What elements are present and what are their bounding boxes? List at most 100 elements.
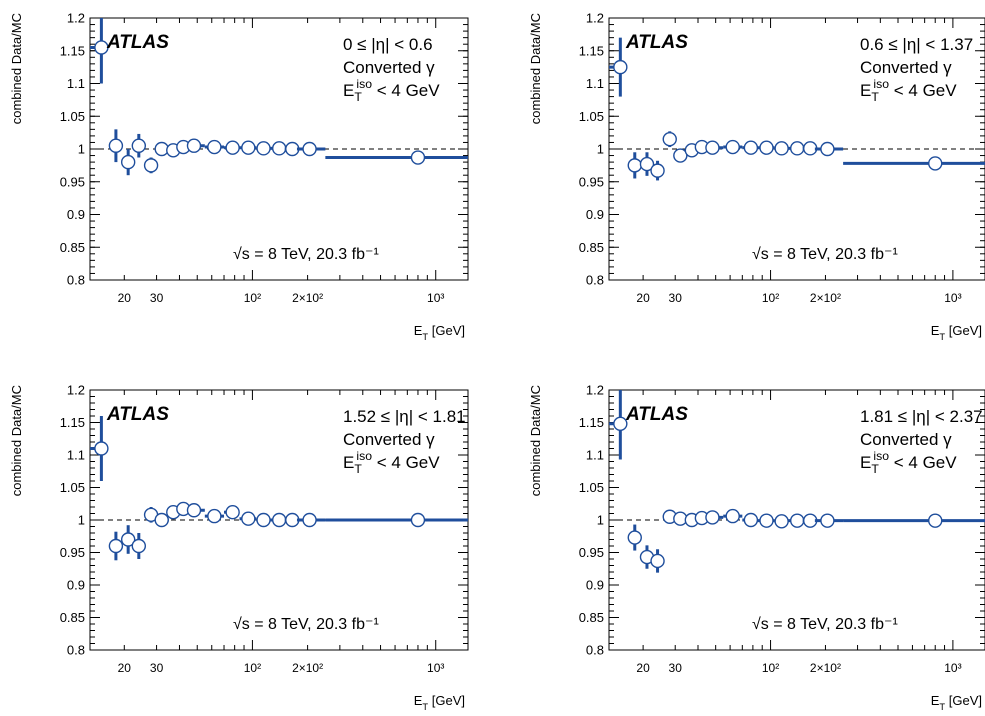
photon-type-label: Converted γ [343,58,435,77]
data-point [256,512,271,528]
y-axis-label: combined Data/MC [528,13,543,124]
data-marker [725,508,740,524]
data-point [673,148,688,163]
y-tick-label: 0.9 [586,207,604,222]
y-tick-label: 1.1 [67,76,85,91]
data-point [284,512,300,528]
data-point [224,505,240,520]
data-point [176,501,191,517]
data-point [774,514,789,529]
data-marker [759,513,774,528]
data-point [627,152,642,179]
data-point [224,140,240,155]
y-tick-label: 0.9 [586,578,604,593]
data-marker [131,538,147,554]
data-marker [186,138,202,153]
x-tick-label: 2×10² [810,291,841,305]
y-axis-label: combined Data/MC [9,385,24,496]
data-marker [120,532,136,547]
data-marker [108,538,124,554]
data-marker [613,416,628,431]
data-point [296,141,326,157]
data-marker [774,141,789,156]
y-tick-label: 1 [78,142,85,157]
eta-range-label: 0 ≤ |η| < 0.6 [343,35,433,54]
y-tick-label: 1.05 [60,480,85,495]
data-point [284,141,300,157]
data-point [802,513,818,528]
data-marker [410,512,426,528]
eta-range-label: 1.52 ≤ |η| < 1.81 [343,407,466,426]
data-point [788,513,805,528]
data-point [650,549,665,573]
y-axis-label: combined Data/MC [528,385,543,496]
y-tick-label: 1.15 [579,415,604,430]
atlas-label: ATLAS [106,32,169,53]
data-marker [743,140,759,155]
y-tick-label: 1.05 [579,109,604,124]
atlas-label: ATLAS [106,404,169,425]
data-point [694,139,710,155]
y-tick-label: 1.1 [586,76,604,91]
x-tick-label: 10² [244,661,261,675]
x-tick-label: 10² [762,291,779,305]
x-tick-label: 10³ [427,291,444,305]
data-point [639,152,655,176]
data-marker [627,158,642,173]
x-tick-label: 10³ [944,291,961,305]
data-marker [131,138,147,153]
data-marker [790,513,805,528]
data-point [131,533,147,559]
data-marker [94,40,109,55]
data-marker [285,141,300,157]
data-point [239,511,257,526]
data-point [814,513,844,528]
data-marker [662,131,677,147]
x-tick-label: 2×10² [292,661,323,675]
data-point [270,141,287,156]
y-axis-label: combined Data/MC [9,13,24,124]
x-tick-label: 30 [669,661,683,675]
data-marker [207,508,222,524]
data-point [108,531,124,561]
data-point [723,139,743,155]
isolation-label: ETiso < 4 GeV [860,449,957,476]
data-marker [650,163,665,178]
data-point [662,131,677,148]
isolation-label: ETiso < 4 GeV [343,449,440,476]
x-axis-label: ET [GeV] [414,693,465,712]
data-marker [650,553,665,569]
x-tick-label: 10² [762,661,779,675]
y-tick-label: 0.95 [579,545,604,560]
y-tick-label: 1.15 [579,43,604,58]
y-tick-label: 1.1 [586,448,604,463]
data-point [143,507,159,523]
data-marker [613,59,628,75]
x-tick-label: 2×10² [292,291,323,305]
y-tick-label: 1.15 [60,415,85,430]
y-tick-label: 0.95 [579,174,604,189]
data-point [325,150,468,165]
data-marker [207,139,222,155]
data-marker [639,156,655,172]
data-marker [725,139,740,155]
data-point [814,141,844,157]
eta-range-label: 1.81 ≤ |η| < 2.37 [860,407,983,426]
data-marker [154,512,169,528]
x-tick-label: 20 [636,661,650,675]
y-tick-label: 1 [597,142,604,157]
y-tick-label: 0.8 [67,643,85,658]
data-point [774,141,789,156]
y-tick-label: 1.2 [67,383,85,398]
data-marker [928,156,943,171]
energy-lumi-label: √s = 8 TeV, 20.3 fb⁻¹ [233,616,379,633]
data-marker [241,140,256,155]
data-marker [759,140,774,155]
data-marker [285,512,300,528]
x-tick-label: 20 [636,291,650,305]
data-point [627,524,642,551]
y-tick-label: 0.85 [60,240,85,255]
data-marker [302,141,317,157]
x-tick-label: 30 [669,291,683,305]
